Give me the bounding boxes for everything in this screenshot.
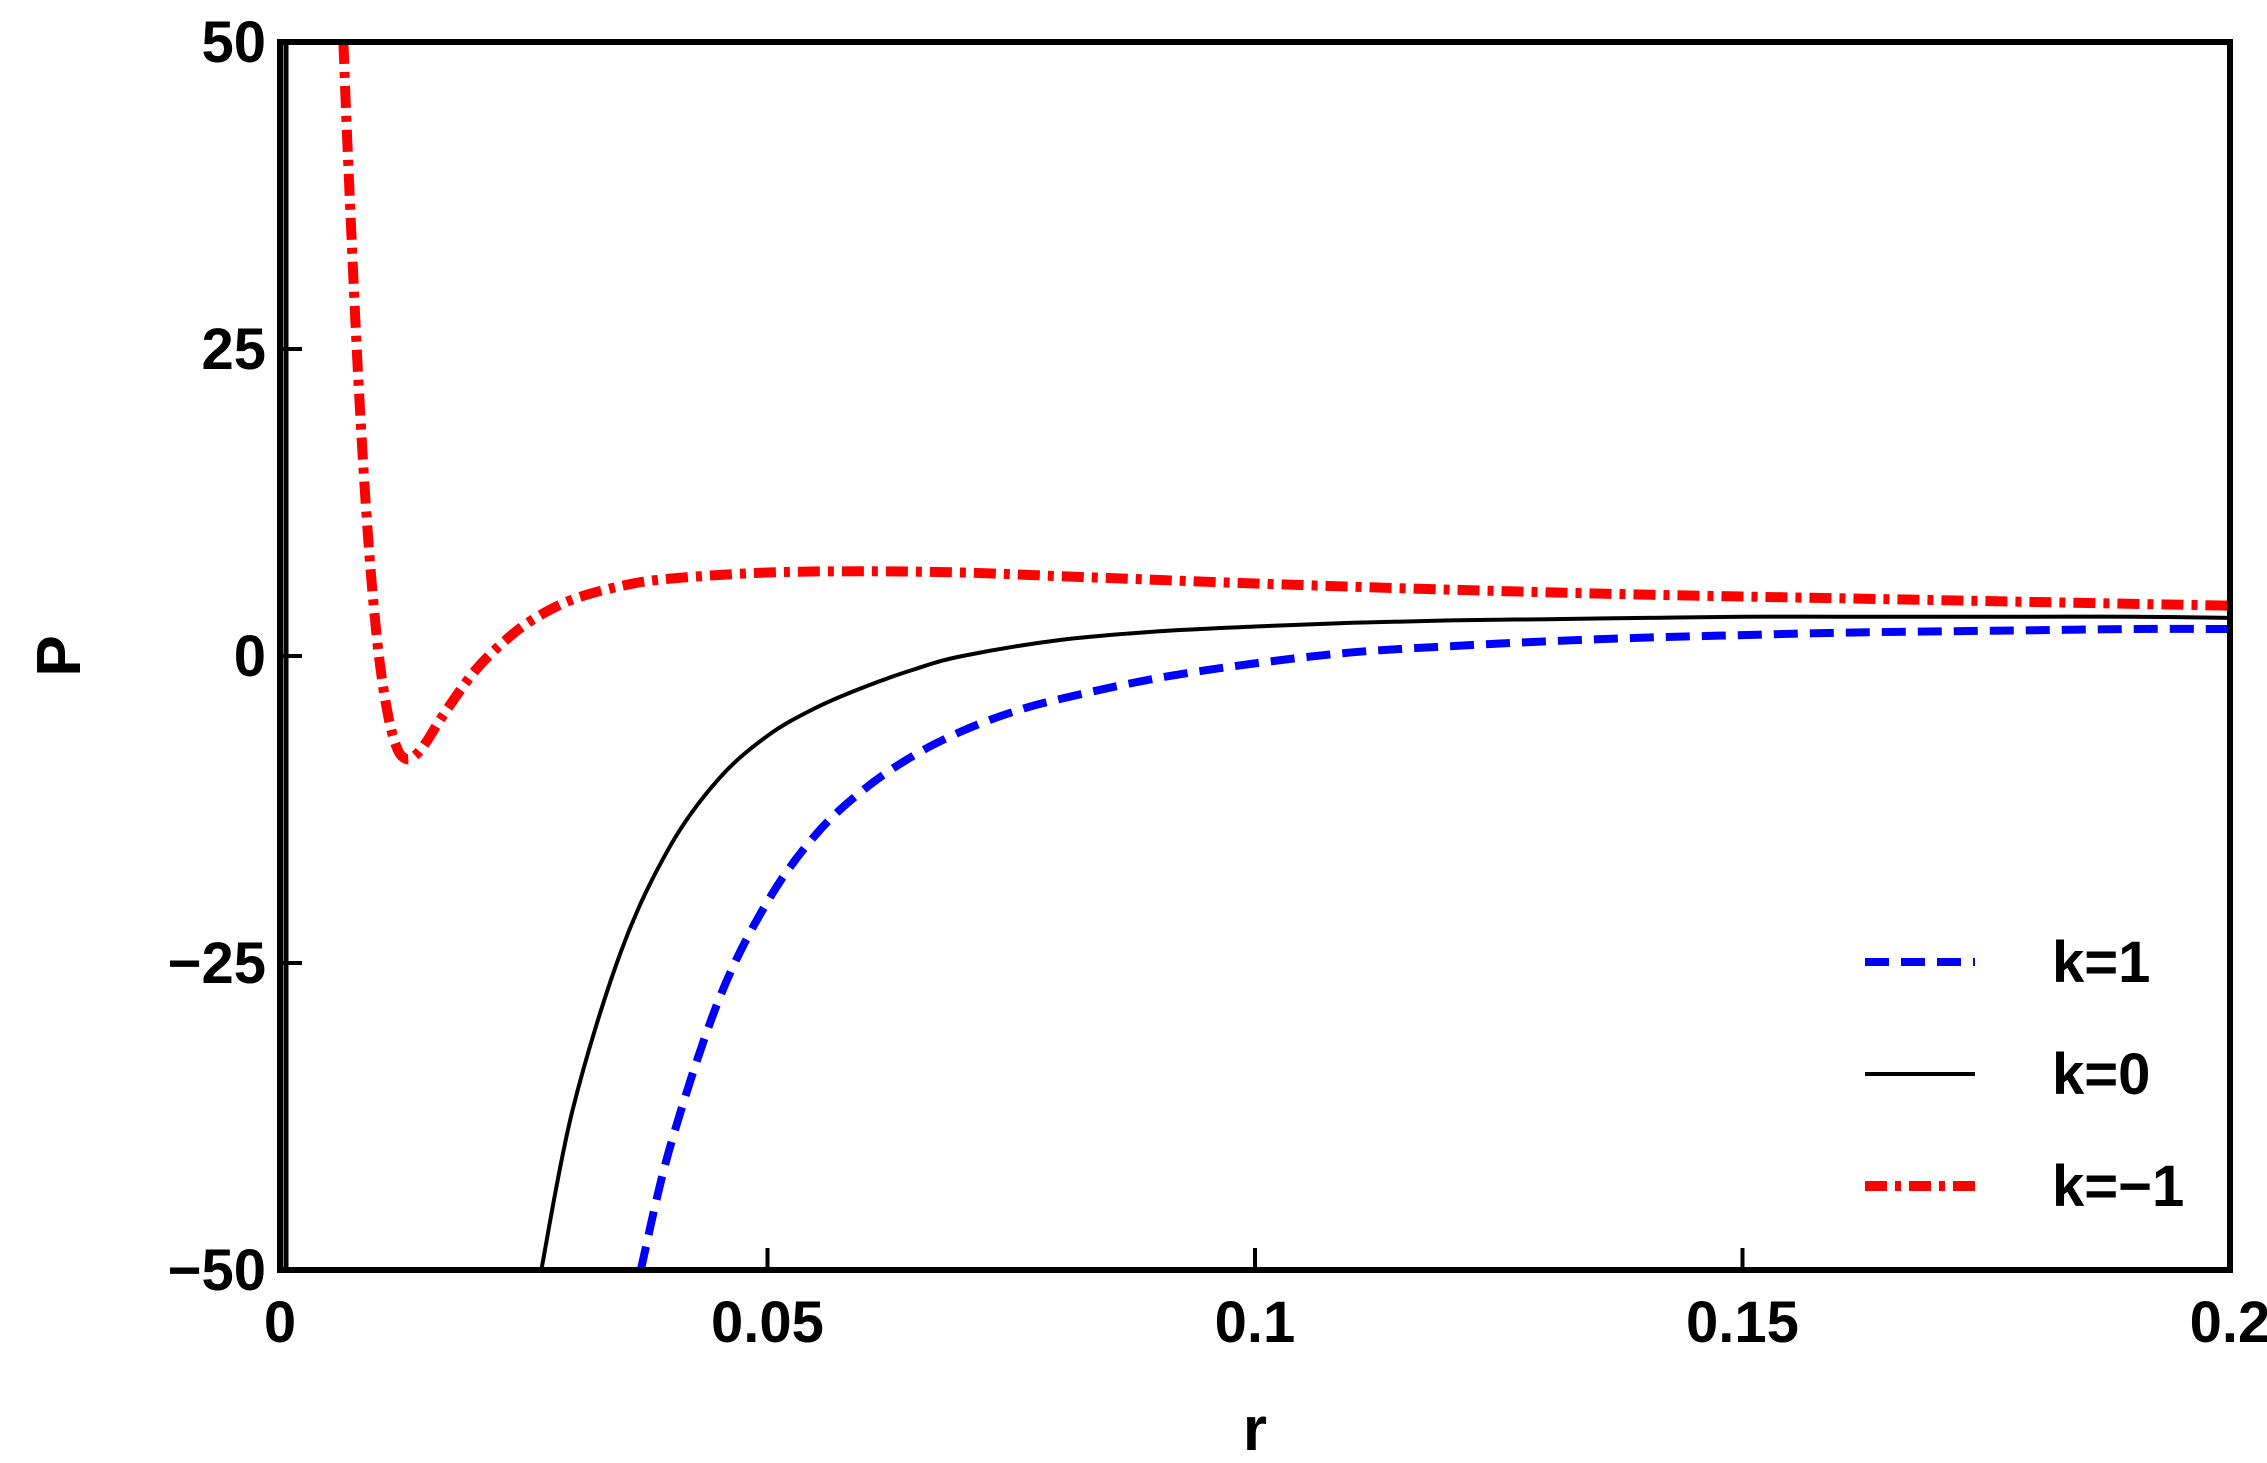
ticks-layer: 0 0.05 0.1 0.15 0.2 50 25 0 −25 −50 <box>168 10 2267 1355</box>
legend-label-k=0: k=0 <box>2052 1042 2150 1107</box>
y-tick-label: 0 <box>234 624 266 689</box>
y-axis-title: P <box>25 635 94 676</box>
y-tick-label: 50 <box>201 10 266 75</box>
x-axis-title: r <box>1243 1395 1267 1463</box>
series-layer <box>280 42 2230 1270</box>
series-line-k=1 <box>636 624 2230 1270</box>
series-line-k=−1 <box>338 42 2230 765</box>
series-line-k=0 <box>539 614 2230 1270</box>
legend-label-k=−1: k=−1 <box>2052 1154 2184 1219</box>
y-tick-label: 25 <box>201 317 266 382</box>
y-tick-label: −25 <box>168 931 266 996</box>
x-tick-label: 0.15 <box>1686 1290 1799 1355</box>
x-tick-label: 0.2 <box>2190 1290 2267 1355</box>
x-tick-label: 0.1 <box>1215 1290 1296 1355</box>
legend: k=1 k=0 k=−1 <box>1865 930 2184 1219</box>
y-tick-label: −50 <box>168 1238 266 1303</box>
x-tick-label: 0 <box>264 1290 296 1355</box>
legend-label-k=1: k=1 <box>2052 930 2150 995</box>
x-tick-label: 0.05 <box>711 1290 824 1355</box>
